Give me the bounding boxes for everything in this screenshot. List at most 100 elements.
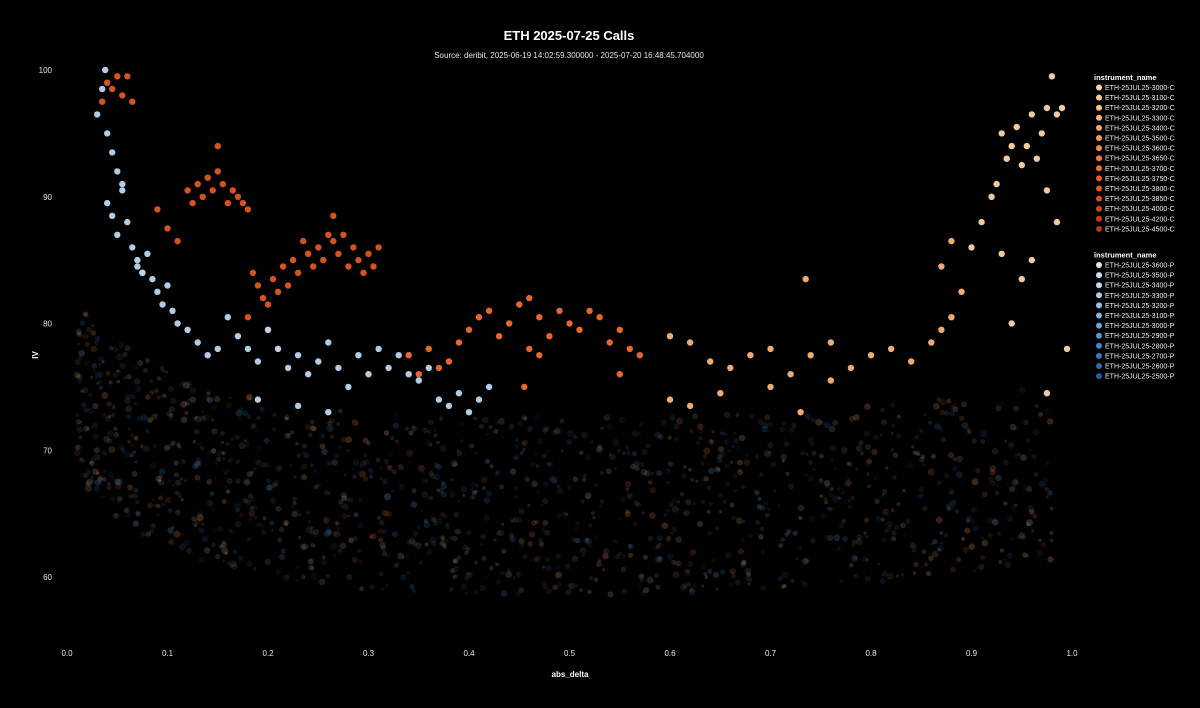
background-point: [680, 584, 687, 591]
background-point: [779, 426, 786, 433]
background-point: [633, 500, 640, 507]
background-point: [263, 437, 270, 444]
background-point: [168, 416, 173, 421]
background-point: [421, 491, 429, 499]
background-point: [637, 583, 642, 588]
background-point: [245, 394, 253, 401]
legend-marker: [1096, 215, 1102, 222]
scatter-point: [1043, 390, 1051, 397]
background-point: [109, 496, 116, 502]
legend-entry: ETH-25JUL25-4200-C: [1105, 216, 1175, 223]
background-point: [308, 564, 315, 571]
background-point: [265, 484, 273, 492]
background-point: [156, 376, 162, 381]
background-point: [741, 559, 747, 566]
background-point: [573, 583, 579, 589]
scatter-point: [978, 218, 985, 226]
background-point: [633, 460, 640, 468]
background-point: [1004, 439, 1008, 443]
background-point: [159, 365, 165, 371]
background-point: [133, 487, 139, 493]
background-point: [243, 439, 247, 443]
background-point: [702, 478, 706, 482]
background-point: [441, 481, 446, 485]
background-point: [308, 432, 313, 438]
background-point: [453, 511, 459, 518]
scatter-point: [104, 79, 111, 86]
background-point: [587, 590, 592, 594]
background-point: [378, 476, 383, 481]
background-point: [284, 574, 290, 580]
background-point: [429, 473, 436, 480]
background-point: [695, 479, 699, 483]
background-point: [671, 498, 677, 504]
background-point: [269, 520, 275, 526]
scatter-point: [475, 314, 483, 321]
background-point: [443, 545, 447, 550]
background-point: [1009, 423, 1017, 431]
scatter-point: [119, 92, 126, 99]
background-point: [510, 468, 517, 475]
background-point: [96, 381, 100, 385]
background-point: [785, 471, 790, 476]
background-point: [75, 413, 80, 418]
scatter-point: [1043, 104, 1051, 112]
background-point: [633, 465, 640, 472]
background-point: [638, 422, 644, 427]
scatter-point: [425, 364, 432, 372]
background-point: [866, 472, 870, 476]
background-point: [290, 510, 298, 518]
background-point: [881, 537, 886, 542]
background-point: [848, 462, 854, 467]
background-point: [319, 443, 326, 450]
background-point: [430, 540, 437, 547]
background-point: [617, 551, 623, 557]
background-point: [442, 543, 447, 548]
background-point: [200, 446, 205, 451]
background-point: [78, 349, 85, 357]
scatter-point: [1063, 345, 1071, 353]
background-point: [579, 588, 584, 593]
background-point: [986, 517, 994, 524]
background-point: [580, 431, 588, 439]
scatter-point: [254, 358, 262, 365]
background-point: [179, 477, 183, 481]
background-point: [829, 493, 835, 498]
background-point: [581, 553, 585, 558]
background-point: [106, 438, 113, 444]
y-tick-label: 100: [39, 66, 53, 75]
legend-entry: ETH-25JUL25-3600-P: [1105, 263, 1175, 270]
legend-entry: ETH-25JUL25-2800-P: [1105, 343, 1175, 350]
background-point: [932, 402, 940, 410]
background-point: [711, 430, 715, 434]
background-point: [459, 439, 464, 444]
background-point: [326, 424, 334, 432]
scatter-point: [666, 333, 674, 340]
background-point: [133, 436, 138, 441]
background-point: [124, 397, 131, 404]
background-point: [777, 575, 783, 582]
scatter-point: [284, 282, 292, 289]
background-point: [654, 431, 662, 439]
background-point: [232, 549, 238, 555]
background-point: [632, 521, 638, 527]
background-point: [170, 440, 176, 446]
background-point: [178, 543, 186, 551]
background-point: [949, 499, 957, 507]
background-point: [225, 442, 230, 447]
background-point: [602, 568, 606, 572]
background-point: [937, 480, 942, 486]
background-point: [462, 544, 468, 551]
scatter-point: [330, 237, 337, 245]
background-point: [1019, 387, 1026, 394]
background-point: [896, 502, 901, 507]
scatter-point: [184, 326, 191, 333]
background-point: [853, 573, 858, 578]
background-point: [310, 573, 318, 581]
background-point: [1007, 516, 1013, 522]
background-point: [289, 430, 295, 435]
background-point: [173, 530, 181, 538]
background-point: [325, 479, 330, 483]
x-tick-label: 0.0: [61, 649, 73, 658]
background-point: [584, 492, 592, 500]
